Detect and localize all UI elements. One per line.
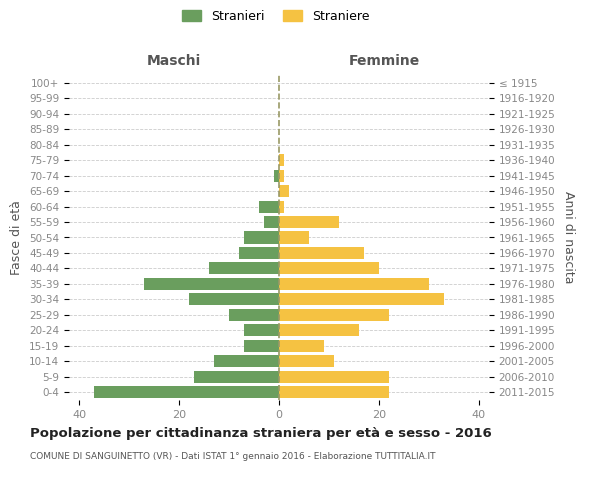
- Bar: [194, 371, 279, 383]
- Text: Maschi: Maschi: [147, 54, 201, 68]
- Legend: Stranieri, Straniere: Stranieri, Straniere: [178, 5, 374, 28]
- Bar: [279, 340, 324, 352]
- Y-axis label: Fasce di età: Fasce di età: [10, 200, 23, 275]
- Bar: [239, 247, 279, 259]
- Bar: [279, 294, 444, 306]
- Bar: [244, 232, 279, 243]
- Bar: [279, 200, 284, 212]
- Bar: [279, 356, 334, 368]
- Bar: [279, 386, 389, 398]
- Bar: [279, 371, 389, 383]
- Bar: [279, 185, 289, 197]
- Bar: [94, 386, 279, 398]
- Text: Popolazione per cittadinanza straniera per età e sesso - 2016: Popolazione per cittadinanza straniera p…: [30, 428, 492, 440]
- Bar: [279, 278, 429, 290]
- Text: Femmine: Femmine: [349, 54, 419, 68]
- Bar: [274, 170, 279, 181]
- Bar: [279, 154, 284, 166]
- Bar: [279, 309, 389, 321]
- Bar: [259, 200, 279, 212]
- Bar: [279, 324, 359, 336]
- Bar: [279, 262, 379, 274]
- Bar: [244, 324, 279, 336]
- Bar: [279, 247, 364, 259]
- Bar: [144, 278, 279, 290]
- Bar: [189, 294, 279, 306]
- Text: COMUNE DI SANGUINETTO (VR) - Dati ISTAT 1° gennaio 2016 - Elaborazione TUTTITALI: COMUNE DI SANGUINETTO (VR) - Dati ISTAT …: [30, 452, 436, 461]
- Bar: [209, 262, 279, 274]
- Y-axis label: Anni di nascita: Anni di nascita: [562, 191, 575, 284]
- Bar: [229, 309, 279, 321]
- Bar: [279, 216, 339, 228]
- Bar: [214, 356, 279, 368]
- Bar: [279, 170, 284, 181]
- Bar: [244, 340, 279, 352]
- Bar: [264, 216, 279, 228]
- Bar: [279, 232, 309, 243]
